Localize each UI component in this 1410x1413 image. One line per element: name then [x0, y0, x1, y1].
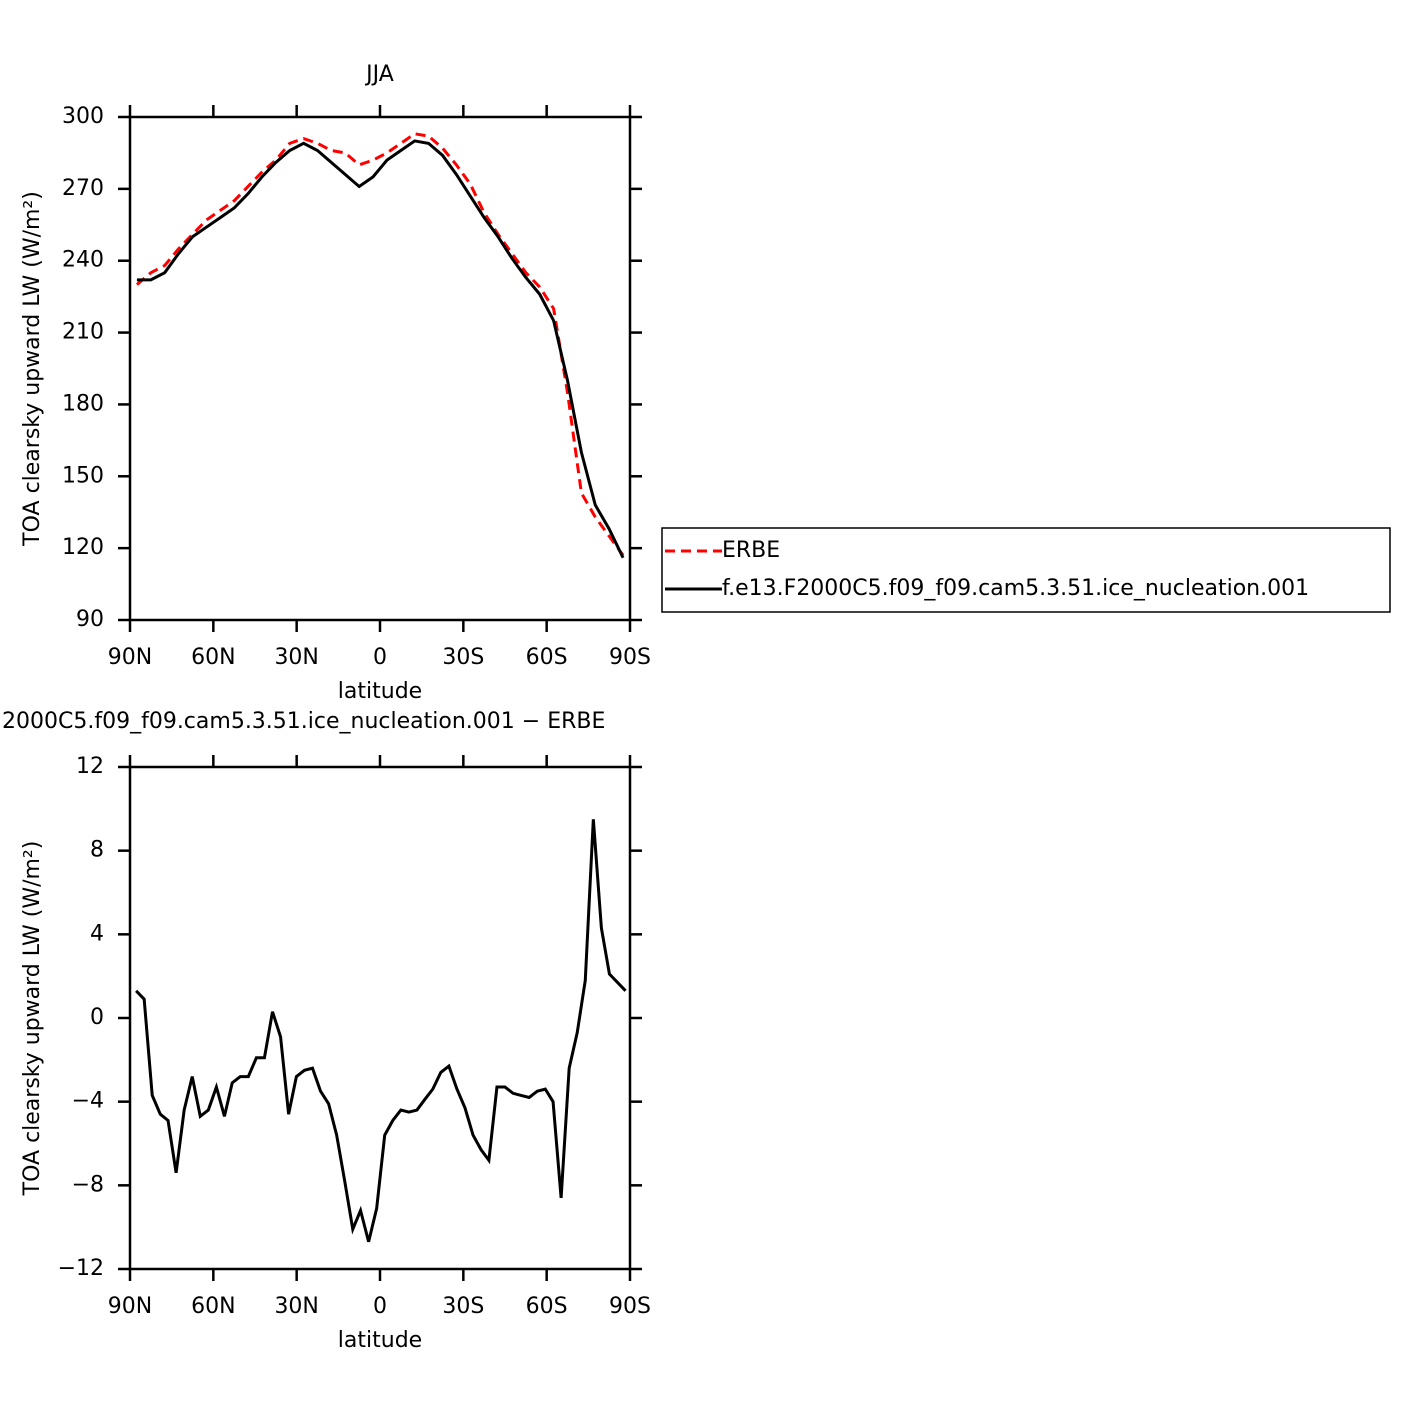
x-tick-label: 60S: [526, 645, 568, 670]
x-tick-label: 60N: [191, 1294, 235, 1319]
x-tick-label: 90S: [609, 1294, 651, 1319]
y-tick-label: 210: [62, 320, 104, 345]
y-tick-label: 12: [76, 754, 104, 779]
data-line: [135, 132, 625, 557]
legend-label: f.e13.F2000C5.f09_f09.cam5.3.51.ice_nucl…: [722, 576, 1309, 601]
chart-title: 2000C5.f09_f09.cam5.3.51.ice_nucleation.…: [2, 709, 605, 734]
y-tick-label: −4: [72, 1089, 104, 1114]
y-tick-label: 0: [90, 1005, 104, 1030]
legend-label: ERBE: [722, 538, 780, 563]
y-tick-label: 240: [62, 248, 104, 273]
y-axis-label: TOA clearsky upward LW (W/m²): [20, 191, 45, 547]
x-tick-label: 30S: [442, 645, 484, 670]
x-tick-label: 30N: [274, 645, 318, 670]
x-tick-label: 30S: [442, 1294, 484, 1319]
data-line: [136, 139, 625, 559]
y-tick-label: 90: [76, 607, 104, 632]
x-tick-label: 90S: [609, 645, 651, 670]
y-tick-label: 150: [62, 463, 104, 488]
x-tick-label: 60N: [191, 645, 235, 670]
chart-title: JJA: [364, 62, 394, 87]
y-tick-label: 270: [62, 176, 104, 201]
data-line: [135, 819, 627, 1243]
y-tick-label: 4: [90, 921, 104, 946]
x-tick-label: 90N: [108, 645, 152, 670]
y-tick-label: 8: [90, 838, 104, 863]
legend-box: [661, 527, 1391, 613]
x-tick-label: 0: [373, 1294, 387, 1319]
plot-frame: [128, 765, 632, 1271]
y-tick-label: −12: [58, 1256, 104, 1281]
y-tick-label: 120: [62, 535, 104, 560]
y-tick-label: 180: [62, 391, 104, 416]
x-tick-label: 30N: [274, 1294, 318, 1319]
plot-frame: [128, 115, 632, 622]
y-tick-label: −8: [72, 1172, 104, 1197]
y-tick-label: 300: [62, 104, 104, 129]
x-tick-label: 60S: [526, 1294, 568, 1319]
x-axis-label: latitude: [338, 679, 422, 704]
y-axis-label: TOA clearsky upward LW (W/m²): [20, 841, 45, 1197]
x-axis-label: latitude: [338, 1328, 422, 1353]
x-tick-label: 0: [373, 645, 387, 670]
x-tick-label: 90N: [108, 1294, 152, 1319]
